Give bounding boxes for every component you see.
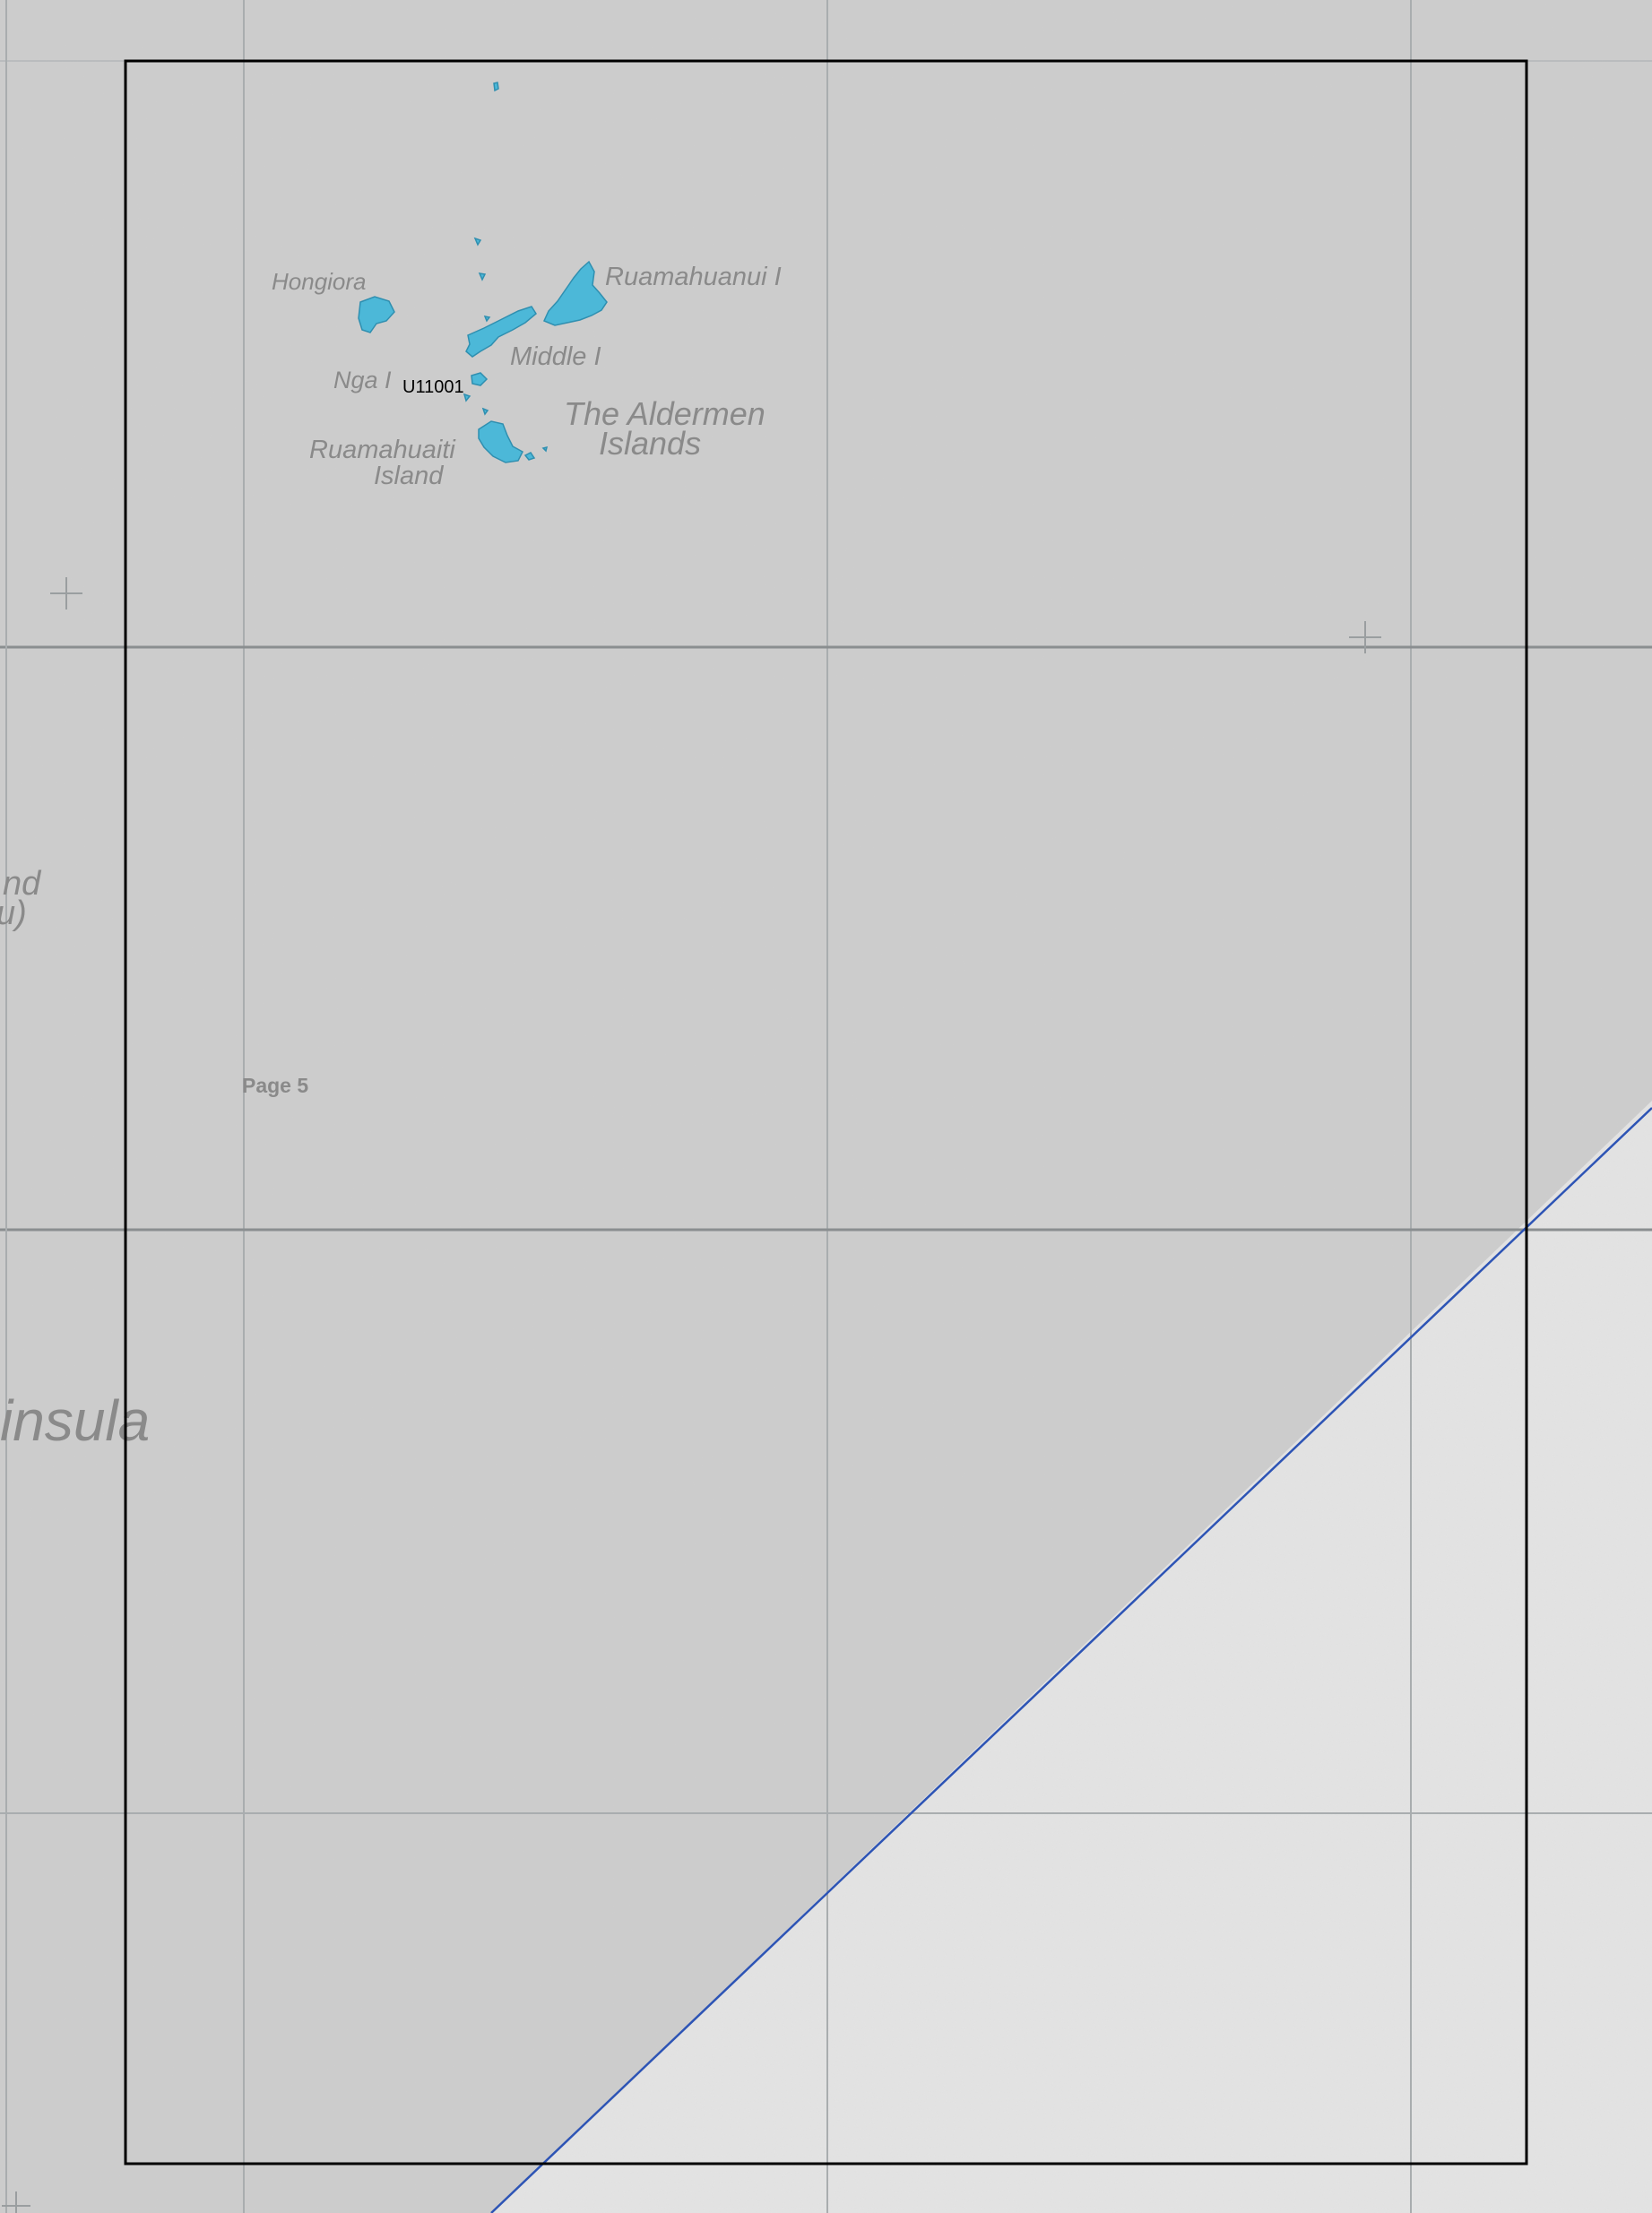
tick-cross — [50, 577, 82, 609]
label-aldermen-line1: The Aldermen — [564, 395, 765, 432]
island-middle — [465, 306, 537, 358]
islet — [541, 445, 549, 453]
label-aldermen-line2: Islands — [599, 425, 701, 462]
label-ruamahuanui: Ruamahuanui I — [605, 263, 782, 291]
island-hongiora — [358, 296, 395, 333]
islet — [481, 407, 489, 416]
islet — [493, 82, 499, 92]
label-ruamahuaiti-line2: Island — [374, 462, 444, 490]
sheet-code-label: U11001 — [402, 377, 464, 397]
islet — [523, 452, 536, 461]
page-label: Page 5 — [242, 1074, 308, 1097]
islet — [478, 272, 487, 281]
grid-ticks — [2, 577, 1381, 2213]
island-ruamahuanui — [542, 260, 608, 326]
label-nga: Nga I — [333, 367, 392, 393]
aldermen-islands — [358, 82, 608, 463]
island-nga — [471, 372, 489, 386]
island-ruamahuaiti — [478, 420, 523, 463]
boundary-line — [490, 1107, 1652, 2213]
label-edge-peninsula: insula — [0, 1388, 150, 1453]
page-frame — [124, 59, 1528, 2165]
label-hongiora: Hongiora — [272, 268, 367, 295]
islet — [483, 315, 491, 323]
tick-cross — [2, 2191, 30, 2213]
label-edge-u: u) — [0, 895, 27, 932]
label-ruamahuaiti-line1: Ruamahuaiti — [309, 436, 456, 464]
islet — [473, 237, 482, 246]
label-edge-nd: nd — [3, 865, 42, 903]
islet — [463, 393, 471, 402]
tick-cross — [1349, 621, 1381, 653]
label-middle: Middle I — [510, 342, 601, 371]
